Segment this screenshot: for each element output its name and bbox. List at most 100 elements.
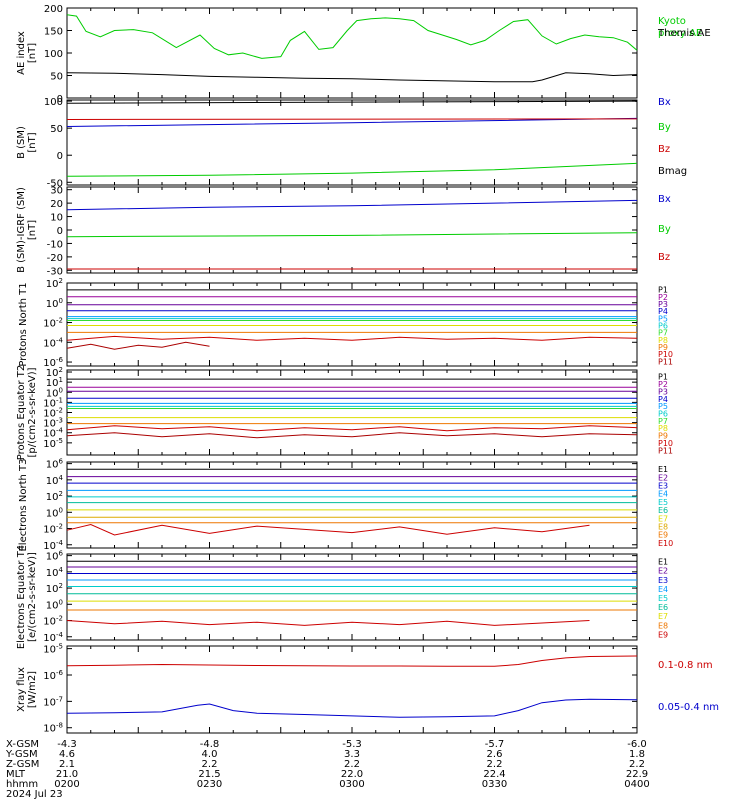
legend-E9: E9	[658, 630, 668, 639]
y-axis-label: Protons Equator T2[p/(cm2-s-sr-keV)]	[16, 365, 38, 461]
legend-Themis AE: Themis AE	[657, 28, 711, 39]
ephemeris-value: 0230	[197, 779, 222, 790]
legend-By: By	[658, 122, 671, 133]
legend-E4: E4	[658, 490, 668, 499]
legend-P4: P4	[658, 307, 668, 316]
legend-P9: P9	[658, 432, 668, 441]
legend-E3: E3	[658, 482, 668, 491]
legend-E6: E6	[658, 506, 668, 515]
ephemeris-value: 4.0	[202, 749, 218, 760]
ephemeris-value: 0300	[339, 779, 364, 790]
y-tick-label: 0	[57, 226, 63, 237]
ephemeris-label: hhmm	[6, 779, 38, 790]
legend-P5: P5	[658, 402, 668, 411]
panel-8: 10-8 10-7 10-6 10-5 Xray flux[W/m2] 0.1-0.8 n…	[16, 643, 719, 735]
ephemeris-value: 1.8	[629, 749, 645, 760]
legend-P10: P10	[658, 350, 673, 359]
ephemeris-value: 0400	[624, 779, 649, 790]
legend-P11: P11	[658, 446, 673, 455]
y-axis-label: AE index[nT]	[16, 31, 38, 75]
panel-frame	[66, 99, 638, 186]
legend-E7: E7	[658, 514, 668, 523]
legend-0.05-0.4 nm: 0.05-0.4 nm	[658, 702, 719, 713]
legend-E1: E1	[658, 465, 668, 474]
legend-E2: E2	[658, 567, 668, 576]
series-line-Kyoto proxy AE	[66, 14, 638, 59]
y-tick-label: 20	[50, 199, 63, 210]
y-axis-label: Protons North T1	[18, 282, 29, 366]
panel-frame	[66, 282, 638, 367]
ephemeris-value: 22.4	[483, 769, 505, 780]
series-line-By	[66, 162, 638, 177]
series-line-Themis AE	[66, 72, 638, 83]
legend-E3: E3	[658, 576, 668, 585]
y-tick-label: 0	[57, 151, 63, 162]
ephemeris-value: 2.1	[59, 759, 75, 770]
series-line-E9	[66, 620, 590, 626]
y-tick-label: 10-2	[43, 615, 63, 628]
legend-P11: P11	[658, 357, 673, 366]
ephemeris-value: -4.3	[57, 739, 77, 750]
legend-0.1-0.8 nm: 0.1-0.8 nm	[658, 660, 713, 671]
legend-E7: E7	[658, 612, 668, 621]
y-tick-label: 10-2	[43, 317, 63, 330]
legend-E8: E8	[658, 523, 668, 532]
legend-E5: E5	[658, 498, 668, 507]
legend-E9: E9	[658, 531, 668, 540]
y-tick-label: 30	[50, 186, 63, 197]
series-line-Bx	[66, 199, 638, 211]
legend-P1: P1	[658, 373, 668, 382]
legend-P3: P3	[658, 387, 668, 396]
legend-E1: E1	[658, 558, 668, 567]
legend-P9: P9	[658, 343, 668, 352]
legend-Bmag: Bmag	[658, 166, 687, 177]
panel-frame	[66, 369, 638, 456]
legend-E4: E4	[658, 585, 668, 594]
series-line-Bmag	[66, 100, 638, 104]
legend-E8: E8	[658, 621, 668, 630]
y-tick-label: 10-2	[43, 523, 63, 536]
ephemeris-value: 2.2	[202, 759, 218, 770]
legend-By: By	[658, 224, 671, 235]
legend-E10: E10	[658, 539, 673, 548]
y-tick-label: 200	[44, 4, 63, 15]
legend-Bz: Bz	[658, 252, 670, 263]
legend-P7: P7	[658, 329, 668, 338]
ephemeris-value: 4.6	[59, 749, 75, 760]
ephemeris-value: 2.6	[487, 749, 503, 760]
y-tick-label: -20	[47, 253, 63, 264]
y-tick-label: 102	[46, 490, 63, 503]
legend-P6: P6	[658, 322, 668, 331]
panel-1: 0 50 100 150 200 AE index[nT] Kyoto proxy AEThe…	[16, 4, 711, 105]
series-line-P10	[66, 425, 638, 432]
series-line-P10	[66, 335, 638, 341]
legend-Bx: Bx	[658, 97, 671, 108]
series-line-P11	[66, 432, 638, 439]
y-tick-label: -50	[47, 178, 63, 189]
legend-P2: P2	[658, 380, 668, 389]
y-tick-label: 100	[46, 297, 63, 310]
ephemeris-value: -5.7	[485, 739, 505, 750]
y-tick-label: 150	[44, 27, 63, 38]
ephemeris-value: 2.2	[344, 759, 360, 770]
legend-Kyoto proxy AE: Kyoto proxy AE	[658, 16, 702, 39]
legend-E2: E2	[658, 473, 668, 482]
series-line-P11	[66, 341, 210, 350]
legend-P8: P8	[658, 424, 668, 433]
series-line-Bx	[66, 117, 638, 127]
ephemeris-value: -4.8	[200, 739, 220, 750]
series-line-0.05-0.4 nm	[66, 698, 638, 718]
y-axis-label: B (SM)[nT]	[16, 126, 38, 159]
legend-P7: P7	[658, 417, 668, 426]
legend-P2: P2	[658, 293, 668, 302]
panel-frame	[66, 461, 638, 549]
legend-Bz: Bz	[658, 144, 670, 155]
ephemeris-label: Z-GSM	[6, 759, 39, 770]
ephemeris-label: Y-GSM	[5, 749, 38, 760]
y-tick-label: -10	[47, 239, 63, 250]
y-tick-label: 10	[50, 213, 63, 224]
legend-P4: P4	[658, 395, 668, 404]
